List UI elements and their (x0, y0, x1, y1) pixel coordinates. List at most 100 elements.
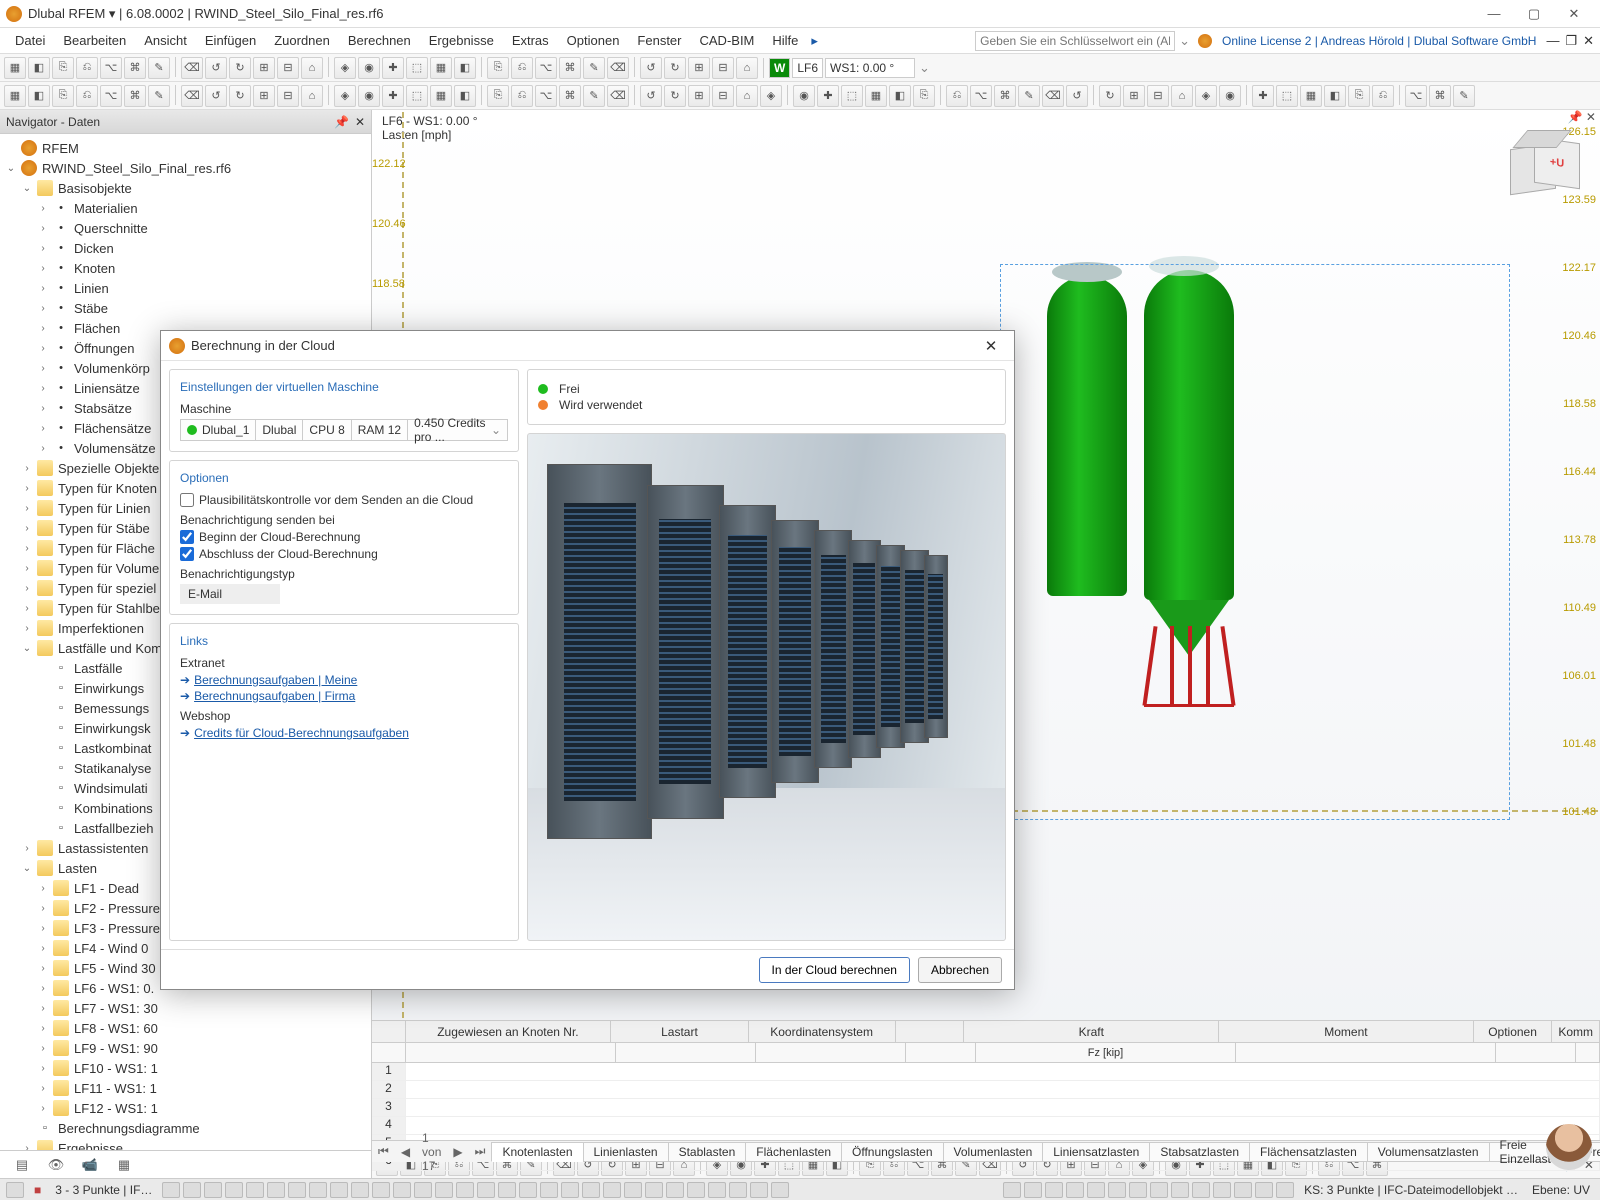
menu-ergebnisse[interactable]: Ergebnisse (420, 30, 503, 51)
statusbar-button[interactable] (603, 1182, 621, 1198)
tab-next-icon[interactable]: ▶ (447, 1145, 468, 1159)
toolbar-button[interactable]: ⌂ (736, 57, 758, 79)
table-row[interactable]: 2 (372, 1081, 1600, 1099)
statusbar-button[interactable] (372, 1182, 390, 1198)
toolbar-button[interactable]: ⊞ (688, 85, 710, 107)
menu-hilfe[interactable]: Hilfe (763, 30, 807, 51)
toolbar-button[interactable]: ◉ (358, 57, 380, 79)
statusbar-button[interactable] (1192, 1182, 1210, 1198)
toolbar-button[interactable]: ◉ (358, 85, 380, 107)
menu-optionen[interactable]: Optionen (558, 30, 629, 51)
toolbar-button[interactable]: ⎌ (1372, 85, 1394, 107)
user-avatar[interactable] (1546, 1124, 1592, 1170)
toolbar-button[interactable]: ⌘ (559, 85, 581, 107)
table-row[interactable]: 3 (372, 1099, 1600, 1117)
tree-node[interactable]: ›•Materialien (0, 198, 371, 218)
keyword-search[interactable] (975, 31, 1175, 51)
tree-node[interactable]: ›LF7 - WS1: 30 (0, 998, 371, 1018)
tab-first-icon[interactable]: ⏮ (372, 1144, 395, 1159)
toolbar-button[interactable]: ⌫ (607, 57, 629, 79)
minimize-button[interactable]: — (1474, 2, 1514, 26)
menu-bearbeiten[interactable]: Bearbeiten (54, 30, 135, 51)
statusbar-button[interactable] (225, 1182, 243, 1198)
toolbar-button[interactable]: ▦ (430, 57, 452, 79)
table-row[interactable]: 1 (372, 1063, 1600, 1081)
toolbar-button[interactable]: ↺ (205, 57, 227, 79)
statusbar-button[interactable] (183, 1182, 201, 1198)
maximize-button[interactable]: ▢ (1514, 2, 1554, 26)
toolbar-button[interactable]: ⊟ (712, 57, 734, 79)
statusbar-button[interactable] (561, 1182, 579, 1198)
statusbar-button[interactable] (771, 1182, 789, 1198)
toolbar-button[interactable]: ◧ (28, 57, 50, 79)
toolbar-button[interactable]: ✚ (1252, 85, 1274, 107)
statusbar-button[interactable] (435, 1182, 453, 1198)
tree-node[interactable]: ▫Berechnungsdiagramme (0, 1118, 371, 1138)
tab-prev-icon[interactable]: ◀ (395, 1145, 416, 1159)
statusbar-button[interactable] (309, 1182, 327, 1198)
toolbar-button[interactable]: ⬚ (406, 57, 428, 79)
nav-results-icon[interactable]: ▦ (112, 1155, 136, 1175)
statusbar-button[interactable] (708, 1182, 726, 1198)
toolbar-button[interactable]: ◉ (793, 85, 815, 107)
toolbar-button[interactable]: ✎ (148, 57, 170, 79)
toolbar-button[interactable]: ⌥ (535, 57, 557, 79)
toolbar-button[interactable]: ✚ (382, 85, 404, 107)
toolbar-button[interactable]: ✎ (1453, 85, 1475, 107)
toolbar-button[interactable]: ⎘ (487, 57, 509, 79)
tab-linienlasten[interactable]: Linienlasten (583, 1142, 669, 1162)
statusbar-button[interactable] (1276, 1182, 1294, 1198)
toolbar-button[interactable]: ⎘ (1348, 85, 1370, 107)
toolbar-button[interactable]: ↺ (640, 85, 662, 107)
toolbar-button[interactable]: ↻ (664, 85, 686, 107)
statusbar-button[interactable] (267, 1182, 285, 1198)
close-panel-icon[interactable]: ✕ (355, 115, 365, 129)
statusbar-button[interactable] (1003, 1182, 1021, 1198)
toolbar-button[interactable]: ⎘ (52, 57, 74, 79)
toolbar-button[interactable]: ⬚ (1276, 85, 1298, 107)
toolbar-button[interactable]: ⌘ (124, 85, 146, 107)
viewport-pin-icons[interactable]: 📌 ✕ (1568, 110, 1596, 124)
toolbar-button[interactable]: ⌫ (181, 85, 203, 107)
toolbar-button[interactable]: ⬚ (841, 85, 863, 107)
toolbar-button[interactable]: ↻ (1099, 85, 1121, 107)
toolbar-button[interactable]: ↺ (205, 85, 227, 107)
tab-stablasten[interactable]: Stablasten (668, 1142, 747, 1162)
menu-cad-bim[interactable]: CAD-BIM (691, 30, 764, 51)
statusbar-button[interactable] (498, 1182, 516, 1198)
statusbar-button[interactable] (645, 1182, 663, 1198)
toolbar-button[interactable]: ⎌ (76, 85, 98, 107)
data-table[interactable]: Zugewiesen an Knoten Nr. Lastart Koordin… (372, 1020, 1600, 1140)
toolbar-button[interactable]: ◈ (334, 85, 356, 107)
menu-einfügen[interactable]: Einfügen (196, 30, 265, 51)
toolbar-button[interactable]: ↻ (229, 57, 251, 79)
toolbar-button[interactable]: ⌫ (607, 85, 629, 107)
toolbar-button[interactable]: ⌂ (301, 85, 323, 107)
tab-volumenlasten[interactable]: Volumenlasten (943, 1142, 1044, 1162)
menu-ansicht[interactable]: Ansicht (135, 30, 196, 51)
statusbar-button[interactable] (246, 1182, 264, 1198)
notification-type[interactable]: E-Mail (180, 584, 280, 604)
toolbar-button[interactable]: ↻ (664, 57, 686, 79)
tree-node[interactable]: ›LF10 - WS1: 1 (0, 1058, 371, 1078)
statusbar-button[interactable] (1150, 1182, 1168, 1198)
toolbar-button[interactable]: ▦ (1300, 85, 1322, 107)
toolbar-button[interactable]: ▦ (430, 85, 452, 107)
menu-fenster[interactable]: Fenster (628, 30, 690, 51)
tab-volumensatzlasten[interactable]: Volumensatzlasten (1367, 1142, 1490, 1162)
statusbar-button[interactable] (687, 1182, 705, 1198)
pin-icon[interactable]: 📌 (334, 115, 349, 129)
toolbar-button[interactable]: ◈ (760, 85, 782, 107)
toolbar-button[interactable]: ▦ (4, 57, 26, 79)
statusbar-button[interactable] (351, 1182, 369, 1198)
loadcase-select[interactable]: LF6 (792, 58, 823, 78)
link-credits[interactable]: ➔ Credits für Cloud-Berechnungsaufgaben (180, 726, 508, 740)
mdi-close-icon[interactable]: ✕ (1583, 33, 1594, 49)
tree-node[interactable]: ›LF11 - WS1: 1 (0, 1078, 371, 1098)
toolbar-button[interactable]: ⌫ (1042, 85, 1064, 107)
toolbar-button[interactable]: ⌘ (994, 85, 1016, 107)
link-my-jobs[interactable]: ➔ Berechnungsaufgaben | Meine (180, 673, 508, 687)
nav-video-icon[interactable]: 📹 (78, 1155, 102, 1175)
menu-zuordnen[interactable]: Zuordnen (265, 30, 339, 51)
workset-badge[interactable]: W (769, 58, 790, 78)
